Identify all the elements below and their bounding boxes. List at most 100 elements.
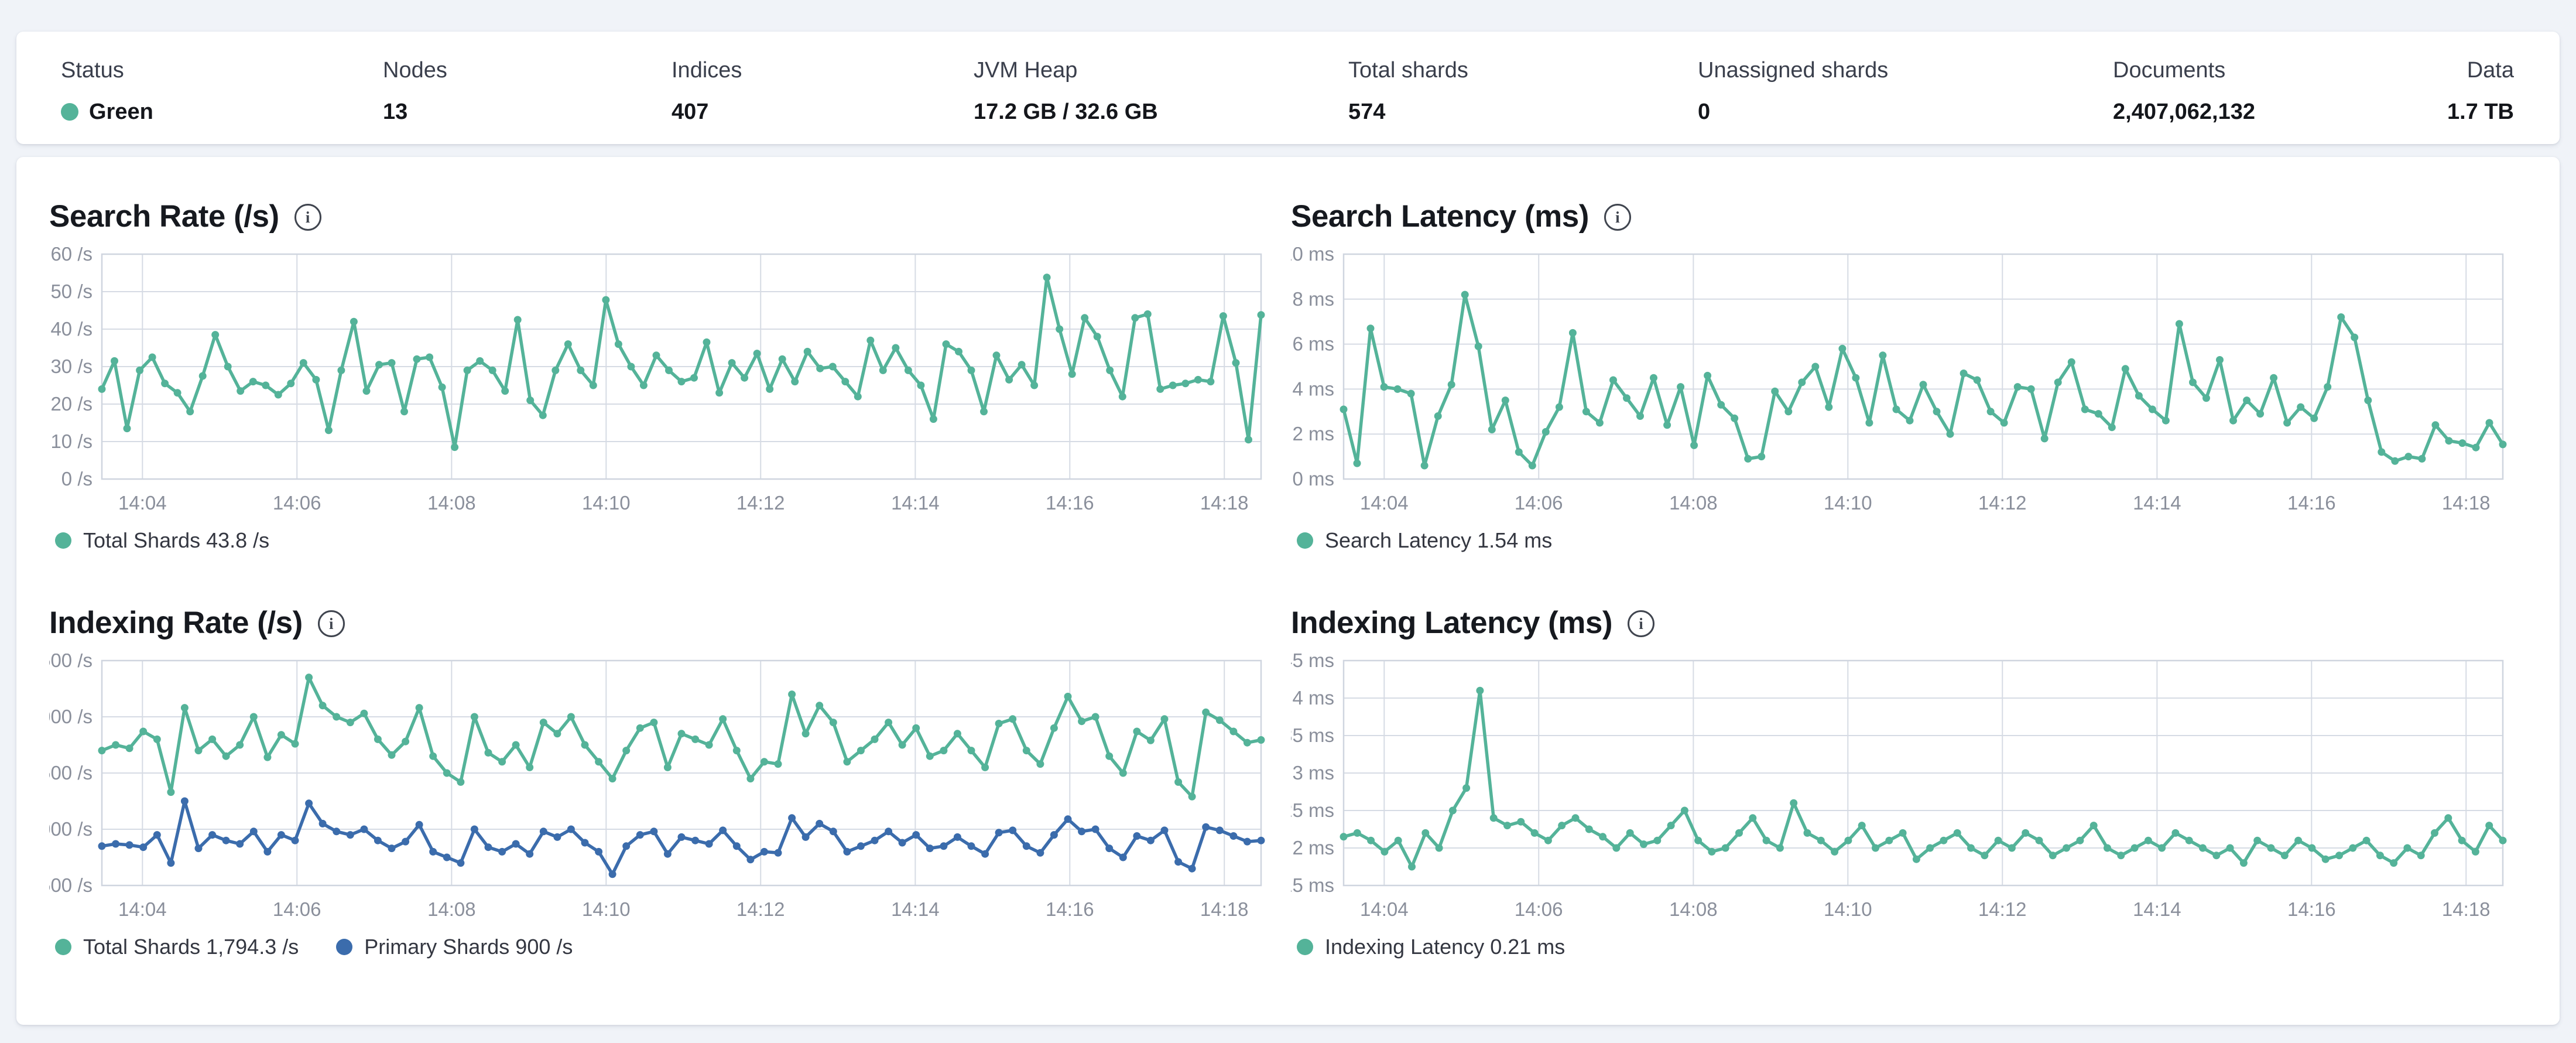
svg-text:2,000 /s: 2,000 /s [49,706,93,727]
svg-text:20 /s: 20 /s [50,393,93,415]
metric-value: 13 [383,99,408,124]
legend-item: Indexing Latency 0.21 ms [1297,935,1565,959]
svg-text:2,500 /s: 2,500 /s [49,654,93,671]
search-latency-chart[interactable]: 0 ms 2 ms 4 ms 6 ms 8 ms 10 ms 14:04 14:06 14:08… [1291,247,2509,522]
metric-value: 407 [672,99,709,124]
svg-text:60 /s: 60 /s [50,247,93,265]
legend-dot-icon [336,939,353,955]
svg-text:14:06: 14:06 [1515,898,1563,920]
legend-dot-icon [1297,939,1313,955]
metric-total-shards: Total shards 574 [1348,58,1468,125]
svg-text:14:04: 14:04 [118,492,167,514]
svg-text:50 /s: 50 /s [50,281,93,302]
svg-text:14:10: 14:10 [1824,898,1872,920]
legend-label: Primary Shards 900 /s [364,935,573,959]
metric-status: Status Green [61,58,153,125]
legend-label: Total Shards 1,794.3 /s [83,935,299,959]
svg-text:14:12: 14:12 [1978,898,2027,920]
svg-text:14:06: 14:06 [273,492,321,514]
metric-value: 574 [1348,99,1386,124]
metric-value: 1.7 TB [2447,99,2514,124]
svg-text:14:14: 14:14 [891,898,940,920]
svg-text:10 /s: 10 /s [50,430,93,452]
svg-text:14:06: 14:06 [1515,492,1563,514]
legend-dot-icon [1297,532,1313,549]
metric-jvm-heap: JVM Heap 17.2 GB / 32.6 GB [974,58,1158,125]
svg-text:0.4 ms: 0.4 ms [1291,687,1334,709]
svg-text:500 /s: 500 /s [49,874,93,896]
indexing-latency-chart[interactable]: 0.15 ms 0.2 ms 0.25 ms 0.3 ms 0.35 ms 0.4 ms 0… [1291,654,2509,929]
svg-text:40 /s: 40 /s [50,318,93,340]
legend-item: Primary Shards 900 /s [336,935,573,959]
metric-label: Indices [672,58,742,83]
svg-text:0.35 ms: 0.35 ms [1291,724,1334,746]
svg-text:0.2 ms: 0.2 ms [1291,837,1334,859]
metric-value: 17.2 GB / 32.6 GB [974,99,1158,124]
info-icon[interactable]: i [1604,204,1631,231]
legend-label: Total Shards 43.8 /s [83,528,270,552]
legend-item: Search Latency 1.54 ms [1297,528,1552,553]
svg-text:14:16: 14:16 [1046,898,1094,920]
metric-nodes: Nodes 13 [383,58,447,125]
info-icon[interactable]: i [294,204,321,231]
svg-text:0.45 ms: 0.45 ms [1291,654,1334,671]
indexing-rate-chart[interactable]: 500 /s 1,000 /s 1,500 /s 2,000 /s 2,500 /s 14… [49,654,1267,929]
info-icon[interactable]: i [317,610,345,637]
svg-text:0 /s: 0 /s [61,468,93,490]
chart-legend: Total Shards 1,794.3 /s Primary Shards 90… [49,935,1279,959]
svg-text:14:14: 14:14 [2133,492,2181,514]
metric-label: Unassigned shards [1698,58,1889,83]
legend-item: Total Shards 1,794.3 /s [55,935,299,959]
svg-text:14:12: 14:12 [737,492,785,514]
svg-text:14:08: 14:08 [1669,898,1718,920]
chart-title: Search Latency (ms) [1291,199,1589,234]
metric-label: Data [2467,58,2514,83]
svg-text:14:08: 14:08 [1669,492,1718,514]
svg-text:14:16: 14:16 [2287,898,2336,920]
legend-label: Indexing Latency 0.21 ms [1325,935,1566,959]
svg-text:1,000 /s: 1,000 /s [49,818,93,840]
indexing-rate-chart-block: Indexing Rate (/s) i 500 /s 1,000 /s 1,500… [49,601,1279,959]
svg-text:14:04: 14:04 [1360,492,1409,514]
chart-legend: Indexing Latency 0.21 ms [1291,935,2544,959]
health-green-dot-icon [61,103,78,121]
svg-text:14:18: 14:18 [1200,898,1249,920]
metric-indices: Indices 407 [672,58,742,125]
svg-text:14:14: 14:14 [891,492,940,514]
legend-label: Search Latency 1.54 ms [1325,528,1553,552]
chart-legend: Search Latency 1.54 ms [1291,528,2544,553]
svg-text:0.25 ms: 0.25 ms [1291,799,1334,821]
svg-text:14:16: 14:16 [2287,492,2336,514]
svg-text:14:18: 14:18 [1200,492,1249,514]
chart-title: Indexing Rate (/s) [49,605,303,640]
svg-text:2 ms: 2 ms [1292,423,1334,444]
svg-text:14:12: 14:12 [737,898,785,920]
svg-text:14:04: 14:04 [1360,898,1409,920]
svg-text:14:14: 14:14 [2133,898,2181,920]
svg-text:14:10: 14:10 [582,898,631,920]
svg-text:10 ms: 10 ms [1291,247,1334,265]
info-icon[interactable]: i [1628,610,1655,637]
metric-value: 0 [1698,99,1711,124]
chart-title: Indexing Latency (ms) [1291,605,1613,640]
metric-documents: Documents 2,407,062,132 [2113,58,2255,125]
search-rate-chart-block: Search Rate (/s) i 0 /s 10 /s 20 /s 30 /s 40… [49,194,1279,553]
svg-text:14:08: 14:08 [427,492,476,514]
metric-label: Total shards [1348,58,1468,83]
metric-unassigned-shards: Unassigned shards 0 [1698,58,1889,125]
svg-text:14:10: 14:10 [582,492,631,514]
chart-title: Search Rate (/s) [49,199,279,234]
metric-label: Status [61,58,124,83]
svg-text:6 ms: 6 ms [1292,333,1334,355]
metric-value: Green [89,99,153,124]
svg-text:4 ms: 4 ms [1292,378,1334,399]
svg-text:14:10: 14:10 [1824,492,1872,514]
legend-dot-icon [55,939,71,955]
svg-text:8 ms: 8 ms [1292,288,1334,310]
svg-text:14:18: 14:18 [2442,492,2491,514]
svg-text:14:18: 14:18 [2442,898,2491,920]
metric-label: JVM Heap [974,58,1078,83]
svg-text:14:04: 14:04 [118,898,167,920]
svg-text:14:08: 14:08 [427,898,476,920]
search-rate-chart[interactable]: 0 /s 10 /s 20 /s 30 /s 40 /s 50 /s 60 /s 14:04 1… [49,247,1267,522]
